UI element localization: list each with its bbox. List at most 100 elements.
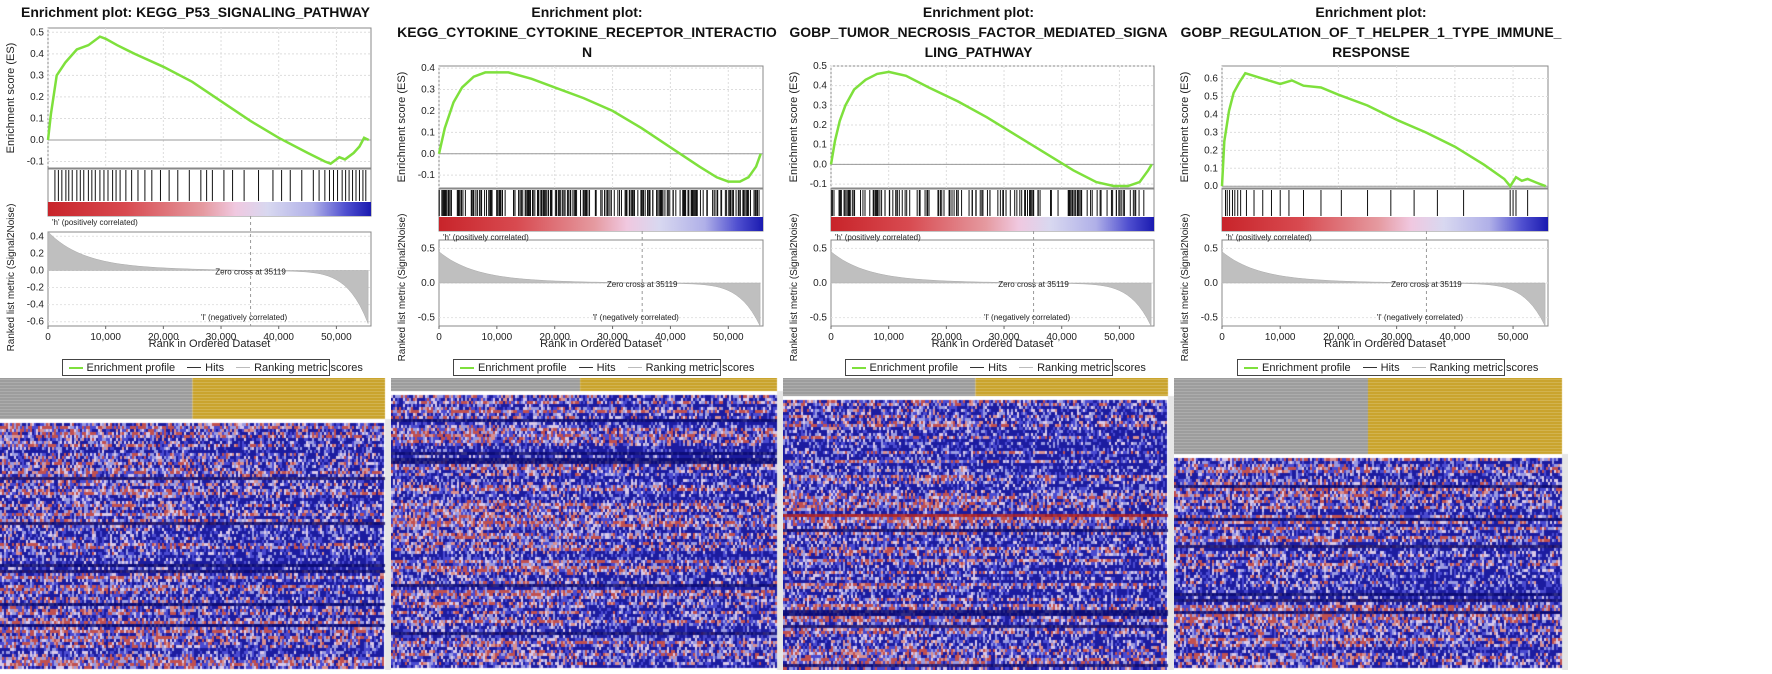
zero-cross-label: Zero cross at 35119	[607, 280, 678, 289]
x-tick-label: 0	[828, 332, 834, 343]
enrichment-profile-line	[829, 70, 1153, 188]
x-tick-label: 20,000	[148, 332, 179, 343]
legend-item: Ranking metric scores	[1411, 361, 1539, 374]
es-plot-frame	[47, 27, 372, 169]
legend-swatch	[187, 367, 202, 368]
gsea-chart-svg: Enrichment plot: GOBP_TUMOR_NECROSIS_FACT…	[788, 4, 1168, 362]
es-tick-label: -0.1	[27, 157, 45, 168]
x-axis-label: Rank in Ordered Dataset	[149, 338, 271, 350]
legend-swatch	[627, 367, 642, 368]
x-tick-label: 10,000	[1265, 332, 1296, 343]
es-plot-frame	[1221, 65, 1549, 189]
expression-heatmap	[1174, 378, 1568, 670]
legend-swatch	[1019, 367, 1034, 368]
es-tick-label: 0.1	[421, 127, 435, 138]
legend-swatch	[1362, 367, 1377, 368]
positive-correlated-label: 'h' (positively correlated)	[443, 233, 529, 242]
ranking-metric-area	[438, 251, 761, 327]
metric-tick-label: -0.2	[27, 283, 45, 294]
es-tick-label: 0.4	[813, 81, 827, 92]
metric-tick-label: -0.5	[418, 313, 436, 324]
es-tick-label: 0.4	[421, 63, 435, 74]
rank-color-bar	[439, 217, 763, 231]
es-tick-label: 0.3	[30, 70, 44, 81]
enrichment-profile-line	[1220, 71, 1547, 189]
gsea-panel-4: Enrichment plot: GOBP_REGULATION_OF_T_HEL…	[1174, 0, 1568, 674]
es-tick-label: 0.3	[1204, 127, 1218, 138]
metric-tick-label: 0.5	[421, 243, 435, 254]
metric-tick-label: 0.0	[813, 278, 827, 289]
positive-correlated-label: 'h' (positively correlated)	[1226, 233, 1312, 242]
es-tick-label: -0.1	[810, 179, 828, 190]
expression-heatmap	[391, 378, 783, 670]
x-tick-label: 0	[1219, 332, 1225, 343]
chart-title-line: LING_PATHWAY	[925, 44, 1034, 60]
x-tick-label: 10,000	[873, 332, 904, 343]
enrichment-profile-line	[46, 35, 370, 166]
negative-correlated-label: 'l' (negatively correlated)	[593, 313, 680, 322]
chart-title-line: Enrichment plot:	[531, 4, 642, 20]
x-tick-label: 50,000	[713, 332, 744, 343]
ranking-metric-area	[1221, 251, 1546, 327]
x-tick-label: 40,000	[655, 332, 686, 343]
es-tick-label: 0.1	[30, 113, 44, 124]
x-tick-label: 30,000	[1381, 332, 1412, 343]
metric-tick-label: -0.6	[27, 317, 45, 328]
chart-title-line: GOBP_REGULATION_OF_T_HELPER_1_TYPE_IMMUN…	[1181, 24, 1562, 40]
legend-swatch	[460, 366, 474, 369]
es-tick-label: 0.3	[813, 100, 827, 111]
x-tick-label: 30,000	[206, 332, 237, 343]
es-tick-label: 0.0	[1204, 181, 1218, 192]
chart-title-line: Enrichment plot:	[1315, 4, 1426, 20]
x-tick-label: 30,000	[989, 332, 1020, 343]
gsea-chart-svg: Enrichment plot: KEGG_P53_SIGNALING_PATH…	[5, 4, 372, 352]
metric-ylabel: Ranked list metric (Signal2Noise)	[6, 204, 17, 352]
legend-swatch	[1411, 367, 1426, 368]
x-tick-label: 0	[436, 332, 442, 343]
legend-label: Enrichment profile	[478, 361, 567, 374]
x-tick-label: 20,000	[1323, 332, 1354, 343]
rank-color-bar	[831, 217, 1154, 231]
legend-swatch	[851, 366, 866, 369]
es-tick-label: 0.5	[30, 27, 44, 38]
es-tick-label: 0.6	[1204, 74, 1218, 85]
legend-swatch	[578, 367, 593, 368]
metric-ylabel: Ranked list metric (Signal2Noise)	[789, 214, 800, 362]
rank-color-bar	[1222, 217, 1548, 231]
es-tick-label: 0.4	[1204, 109, 1218, 120]
metric-tick-label: 0.5	[1204, 243, 1218, 254]
x-tick-label: 40,000	[1440, 332, 1471, 343]
es-tick-label: 0.2	[421, 106, 435, 117]
es-tick-label: 0.0	[421, 149, 435, 160]
legend-item: Enrichment profile	[1244, 362, 1351, 374]
es-ylabel: Enrichment score (ES)	[396, 72, 408, 183]
legend-item: Ranking metric scores	[236, 362, 363, 374]
chart-legend: Enrichment profile Hits Ranking metric sco…	[1237, 359, 1538, 376]
gsea-panel-3: Enrichment plot: GOBP_TUMOR_NECROSIS_FACT…	[783, 0, 1174, 674]
chart-title-line: RESPONSE	[1332, 44, 1410, 60]
es-plot-frame	[830, 65, 1155, 189]
chart-title-line: Enrichment plot: KEGG_P53_SIGNALING_PATH…	[21, 4, 371, 20]
metric-tick-label: -0.5	[810, 313, 828, 324]
metric-tick-label: 0.4	[30, 231, 44, 242]
x-tick-label: 30,000	[597, 332, 628, 343]
legend-item: Hits	[1362, 362, 1400, 374]
metric-tick-label: 0.2	[30, 248, 44, 259]
metric-tick-label: 0.0	[421, 278, 435, 289]
metric-tick-label: 0.0	[30, 265, 44, 276]
x-tick-label: 40,000	[263, 332, 294, 343]
es-tick-label: 0.4	[30, 49, 44, 60]
legend-label: Enrichment profile	[86, 361, 176, 374]
legend-swatch	[1244, 366, 1258, 369]
chart-title-line: KEGG_CYTOKINE_CYTOKINE_RECEPTOR_INTERACT…	[397, 24, 777, 40]
legend-item: Hits	[187, 362, 224, 374]
es-tick-label: 0.1	[1204, 163, 1218, 174]
x-tick-label: 10,000	[482, 332, 513, 343]
legend-label: Ranking metric scores	[645, 361, 755, 374]
metric-tick-label: -0.4	[27, 300, 45, 311]
legend-label: Ranking metric scores	[1429, 361, 1539, 374]
legend-item: Hits	[578, 362, 616, 374]
x-tick-label: 20,000	[931, 332, 962, 343]
es-tick-label: 0.5	[1204, 92, 1218, 103]
es-tick-label: 0.5	[813, 61, 827, 72]
